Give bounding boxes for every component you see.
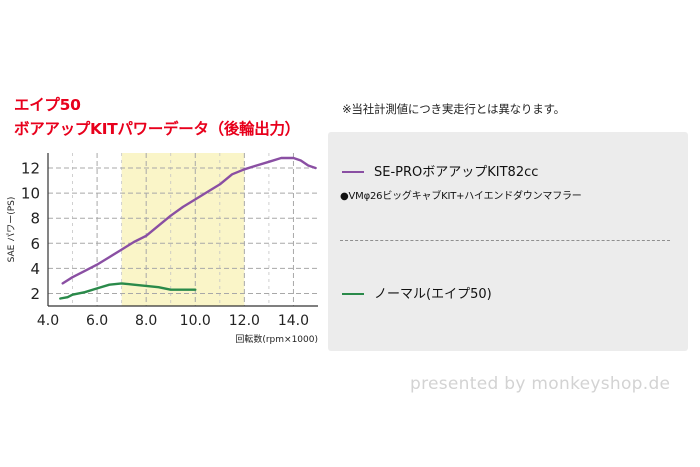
- legend-panel: SE-PROボアアップKIT82cc ●VMφ26ビッグキャブKIT+ハイエンド…: [328, 132, 688, 351]
- chart-title-line-1: エイプ50: [14, 96, 81, 114]
- y-tick-label: 6: [30, 235, 40, 253]
- series-line-normal: [59, 282, 197, 300]
- series-line-kit: [61, 156, 317, 285]
- x-tick-label: 8.0: [135, 313, 157, 329]
- legend-swatch-normal: [342, 293, 364, 295]
- y-tick-label: 4: [30, 260, 40, 278]
- y-tick-label: 12: [21, 160, 40, 178]
- legend-label-kit: SE-PROボアアップKIT82cc: [374, 165, 539, 180]
- y-tick-label: 2: [30, 285, 40, 303]
- x-tick-label: 4.0: [37, 313, 59, 329]
- x-tick-label: 14.0: [278, 313, 309, 329]
- legend-label-normal: ノーマル(エイプ50): [374, 287, 492, 302]
- legend-swatch-kit: [342, 171, 364, 173]
- x-axis-label: 回転数(rpm×1000): [235, 333, 318, 345]
- y-axis-label: SAE パワー(PS): [6, 197, 17, 263]
- legend-divider: [340, 240, 670, 241]
- plot-highlight-area: [121, 153, 245, 306]
- footer-credit: presented by monkeyshop.de: [410, 374, 671, 394]
- y-tick-label: 8: [30, 210, 40, 228]
- y-tick-label: 10: [21, 185, 40, 203]
- x-tick-label: 6.0: [86, 313, 108, 329]
- x-tick-label: 10.0: [180, 313, 211, 329]
- x-tick-label: 12.0: [229, 313, 260, 329]
- measurement-note: ※当社計測値につき実走行とは異なります。: [342, 102, 565, 116]
- chart-title-line-2: ボアアップKITパワーデータ（後輪出力）: [14, 120, 300, 138]
- legend-kit-description: ●VMφ26ビッグキャブKIT+ハイエンドダウンマフラー: [340, 191, 582, 202]
